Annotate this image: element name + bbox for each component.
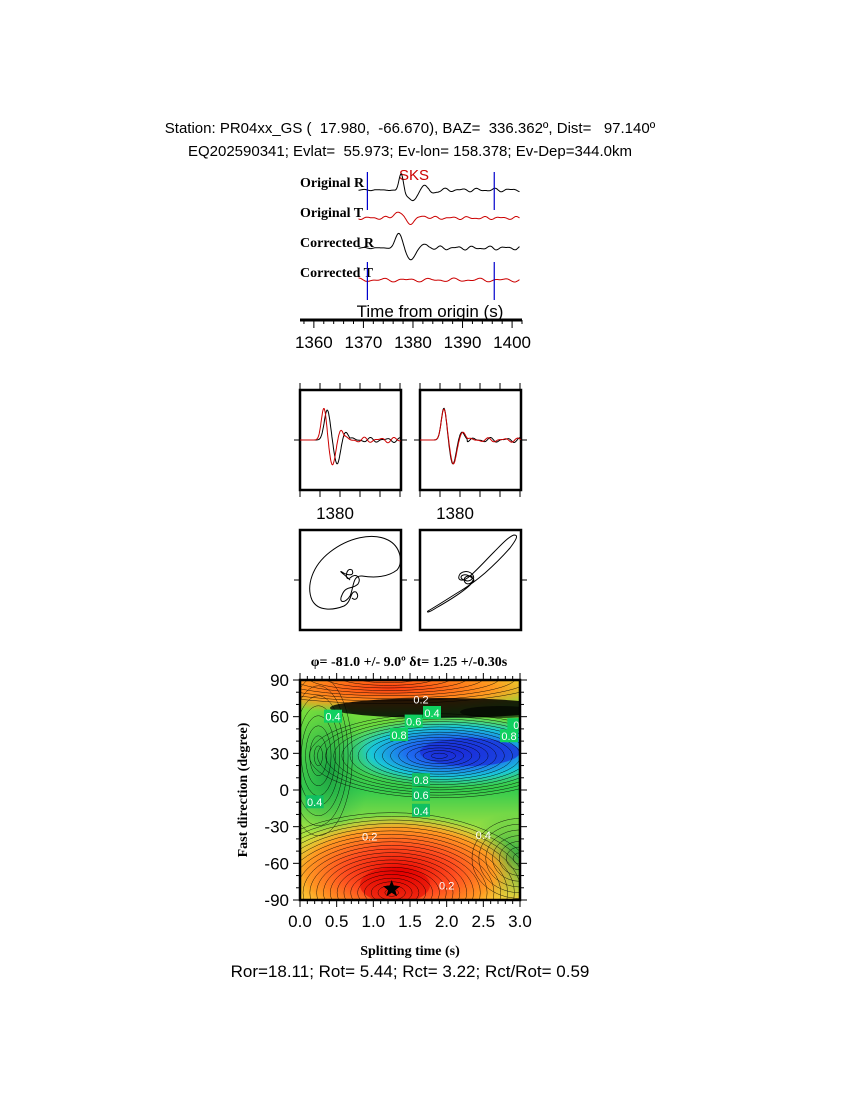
event-info-line: EQ202590341; Evlat= 55.973; Ev-lon= 158.… <box>187 143 633 160</box>
contour-label: 0.4 <box>307 797 322 809</box>
fast-direction-tick-label: 60 <box>270 708 289 727</box>
particle-motion-panels <box>294 528 527 632</box>
time-tick-label: 1360 <box>295 333 333 352</box>
fast-direction-tick-label: 30 <box>270 744 289 763</box>
splitting-time-tick-label: 2.5 <box>472 912 496 931</box>
station-info-line: Station: PR04xx_GS ( 17.980, -66.670), B… <box>164 120 656 137</box>
contour-label: 0.6 <box>413 790 428 802</box>
map-xlabel: Splitting time (s) <box>360 944 460 959</box>
time-axis-label: Time from origin (s) <box>357 302 504 321</box>
cmp-a-slow-trace <box>300 408 401 466</box>
splitting-time-tick-label: 1.5 <box>398 912 422 931</box>
cmp-b-slow-trace <box>420 408 521 465</box>
contour-label: 0.4 <box>325 712 340 724</box>
splitting-time-tick-label: 0.5 <box>325 912 349 931</box>
map-title: φ= -81.0 +/- 9.0º δt= 1.25 +/-0.30s <box>311 655 508 670</box>
fast-direction-tick-label: -30 <box>264 818 289 837</box>
contour-label: 0.6 <box>406 717 421 729</box>
fast-direction-tick-label: -60 <box>264 854 289 873</box>
trace-label-original-r: Original R <box>300 176 365 191</box>
map-color-field: 0.20.40.60.800.80.40.80.60.40.40.2 0.40.2 <box>300 680 520 900</box>
rotation-statistics: Ror=18.11; Rot= 5.44; Rct= 3.22; Rct/Rot… <box>230 962 590 981</box>
time-tick-label: 1370 <box>345 333 383 352</box>
trace-label-corrected-t: Corrected T <box>300 266 374 281</box>
corrected-t-trace <box>358 277 520 283</box>
cmp-a-fast-trace <box>300 409 401 465</box>
time-tick-label: 1380 <box>394 333 432 352</box>
wave-comparison-panels: 1380 1380 <box>294 383 527 523</box>
contour-label: 0.8 <box>391 730 406 742</box>
map-ylabel: Fast direction (degree) <box>236 722 251 857</box>
phase-label: SKS <box>399 167 429 184</box>
contour-label: 0 <box>513 720 519 732</box>
trace-label-corrected-r: Corrected R <box>300 236 375 251</box>
original-r-trace <box>358 173 520 202</box>
contour-label: 0.8 <box>501 731 516 743</box>
original-particle-motion-frame <box>298 528 403 632</box>
wave-comparison-tick-label-b: 1380 <box>436 504 474 523</box>
contour-label: 0.2 <box>439 880 454 892</box>
contour-label: 0.8 <box>413 775 428 787</box>
fast-direction-tick-label: -90 <box>264 891 289 910</box>
contour-label: 0.4 <box>424 708 439 720</box>
corrected-particle-motion-curve <box>427 534 518 613</box>
time-tick-label: 1390 <box>444 333 482 352</box>
wave-comparison-tick-label-a: 1380 <box>316 504 354 523</box>
original-t-trace <box>358 211 520 226</box>
corrected-r-trace <box>358 232 520 261</box>
contour-label: 0.2 <box>362 831 377 843</box>
best-fit-star-icon <box>383 880 401 897</box>
fast-direction-tick-label: 90 <box>270 671 289 690</box>
seismogram-panel: SKS Original R Original T Corrected R Co… <box>295 167 531 352</box>
fast-direction-tick-label: 0 <box>280 781 289 800</box>
trace-label-original-t: Original T <box>300 206 364 221</box>
contour-label: 0.4 <box>413 806 428 818</box>
splitting-time-tick-label: 0.0 <box>288 912 312 931</box>
splitting-time-tick-label: 3.0 <box>508 912 532 931</box>
original-particle-motion-curve <box>309 535 401 610</box>
time-tick-label: 1400 <box>493 333 531 352</box>
splitting-time-tick-label: 2.0 <box>435 912 459 931</box>
contour-label: 0.4 <box>476 830 491 842</box>
cmp-b-fast-trace <box>420 407 521 465</box>
contour-label: 0.2 <box>413 695 428 707</box>
splitting-misfit-map: φ= -81.0 +/- 9.0º δt= 1.25 +/-0.30s 0.20… <box>236 655 532 959</box>
splitting-time-tick-label: 1.0 <box>362 912 386 931</box>
